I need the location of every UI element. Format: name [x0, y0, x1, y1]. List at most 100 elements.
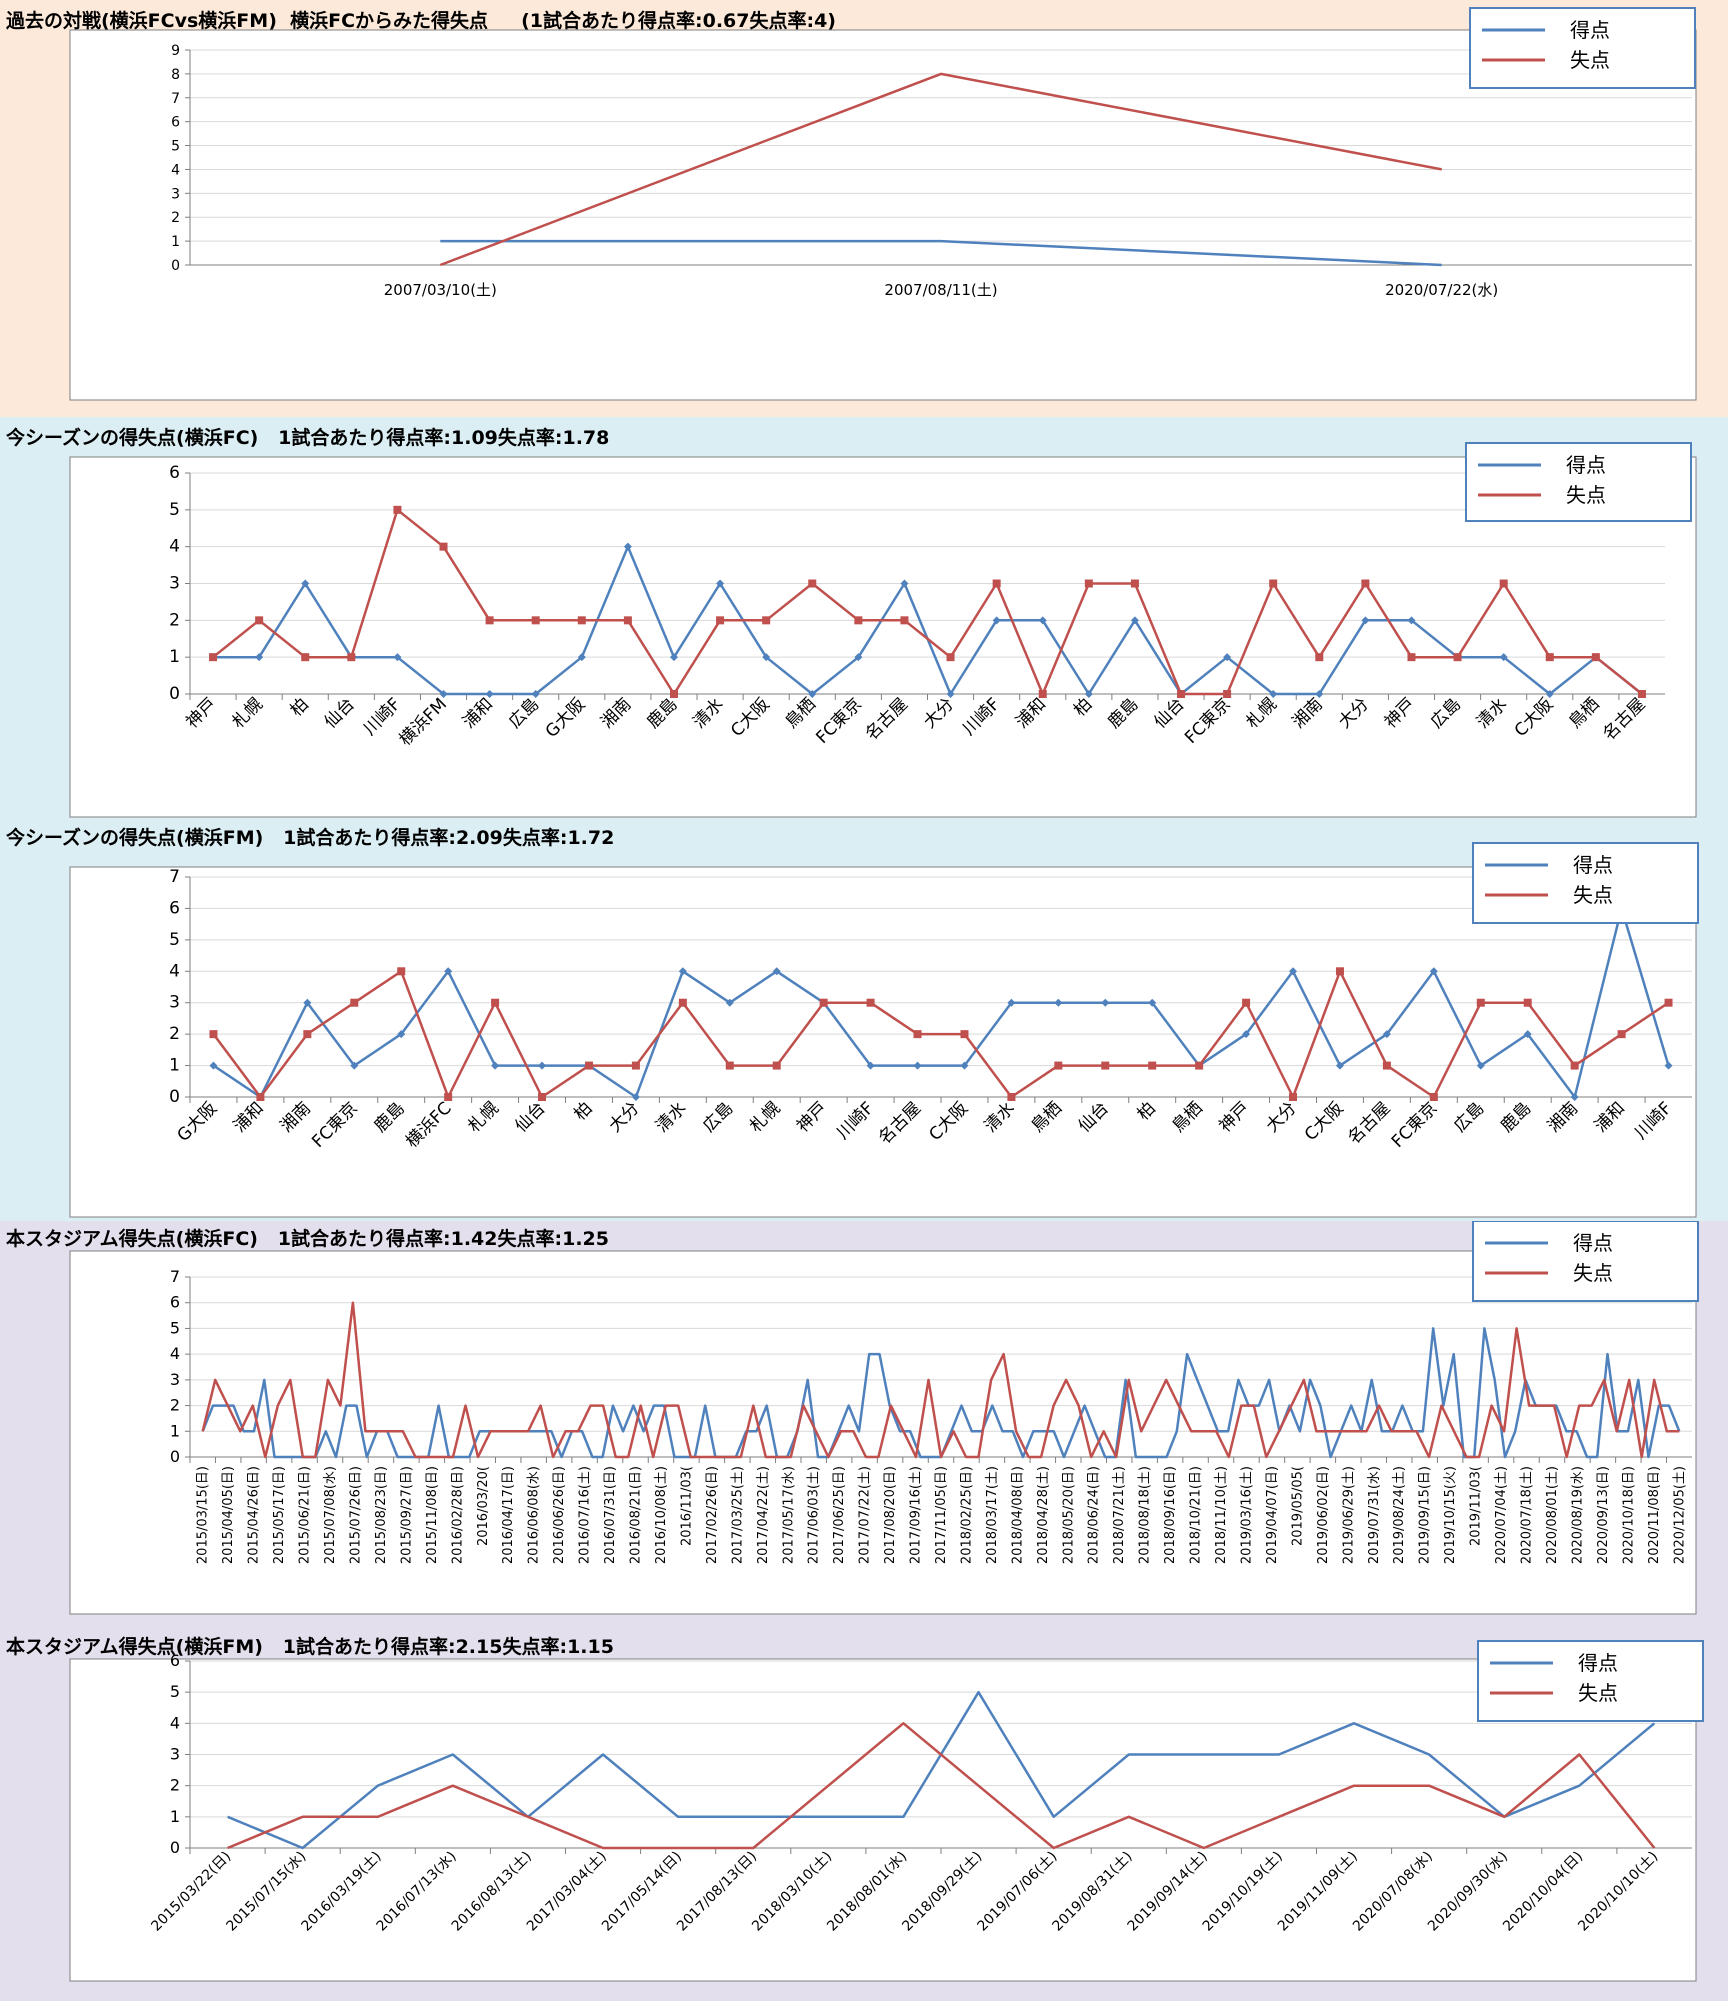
x-tick-label: 2018/04/28(土)	[1036, 1466, 1051, 1564]
data-point-conceded	[1453, 653, 1462, 662]
x-tick-label: 2015/11/08(日)	[425, 1466, 440, 1564]
x-tick-label: 2015/03/15(日)	[196, 1466, 211, 1564]
data-point-conceded	[1242, 998, 1251, 1007]
data-point-score	[1101, 998, 1110, 1007]
x-tick-label: 2019/07/31(水)	[1367, 1466, 1382, 1564]
data-point-score	[716, 579, 725, 588]
y-tick-label: 3	[169, 993, 180, 1013]
data-point-conceded	[900, 616, 909, 625]
y-tick-label: 5	[170, 1682, 180, 1701]
x-tick-label: 2020/07/04(土)	[1494, 1466, 1509, 1564]
data-point-score	[303, 998, 312, 1007]
data-point-conceded	[209, 653, 218, 662]
data-point-conceded	[577, 616, 586, 625]
y-tick-label: 4	[169, 537, 180, 557]
data-point-conceded	[347, 653, 356, 662]
data-point-score	[1523, 1030, 1532, 1039]
data-point-score	[913, 1061, 922, 1070]
data-point-conceded	[255, 616, 264, 625]
x-tick-label: 2018/11/10(土)	[1214, 1466, 1229, 1564]
data-point-conceded	[1335, 967, 1344, 976]
data-point-score	[725, 998, 734, 1007]
data-point-score	[531, 690, 540, 698]
y-tick-label: 7	[171, 91, 180, 107]
y-tick-label: 3	[170, 1745, 180, 1764]
x-tick-label: 2015/06/21(日)	[298, 1466, 313, 1564]
x-tick-label: 2007/08/11(土)	[884, 281, 997, 299]
chart-area	[69, 29, 1697, 401]
data-point-score	[1289, 967, 1298, 976]
x-tick-label: 2018/02/25(日)	[959, 1466, 974, 1564]
data-point-score	[538, 1061, 547, 1070]
y-tick-label: 0	[171, 258, 180, 274]
data-point-conceded	[1289, 1093, 1298, 1101]
data-point-score	[669, 653, 678, 662]
legend-label: 得点	[1573, 1231, 1613, 1255]
chart-area	[69, 456, 1697, 818]
data-point-conceded	[1523, 998, 1532, 1007]
y-tick-label: 4	[170, 1344, 180, 1363]
x-tick-label: 2017/07/22(土)	[858, 1466, 873, 1564]
data-point-score	[1429, 967, 1438, 976]
data-point-conceded	[1007, 1093, 1016, 1101]
section-season-fc: 今シーズンの得失点(横浜FC) 1試合あたり得点率:1.09失点率:1.78 0…	[0, 417, 1728, 821]
section-season-fm: 今シーズンの得失点(横浜FM) 1試合あたり得点率:2.09失点率:1.72 0…	[0, 821, 1728, 1221]
data-point-conceded	[631, 1061, 640, 1070]
y-tick-label: 2	[169, 610, 180, 630]
data-point-score	[1223, 653, 1232, 662]
series-line-conceded	[212, 970, 1670, 1099]
x-tick-label: 2016/07/31(日)	[603, 1466, 618, 1564]
data-point-score	[772, 967, 781, 976]
data-point-conceded	[209, 1030, 218, 1039]
data-point-conceded	[992, 579, 1001, 588]
data-point-score	[1148, 998, 1157, 1007]
series-line-conceded	[201, 1301, 1680, 1459]
data-point-score	[960, 1061, 969, 1070]
y-tick-label: 8	[171, 67, 180, 83]
data-point-conceded	[538, 1093, 547, 1101]
data-point-conceded	[772, 1061, 781, 1070]
x-tick-label: 2017/08/20(日)	[883, 1466, 898, 1564]
data-point-score	[1130, 616, 1139, 625]
y-tick-label: 6	[169, 898, 180, 918]
y-tick-label: 5	[170, 1318, 180, 1337]
x-tick-label: 2020/10/18(日)	[1621, 1466, 1636, 1564]
y-tick-label: 3	[170, 1370, 180, 1389]
data-point-conceded	[1476, 998, 1485, 1007]
data-point-score	[900, 579, 909, 588]
y-tick-label: 4	[170, 1713, 180, 1732]
data-point-score	[485, 690, 494, 698]
data-point-score	[1545, 690, 1554, 698]
data-point-conceded	[444, 1093, 453, 1101]
x-tick-label: 2017/11/05(日)	[934, 1466, 949, 1564]
data-point-conceded	[1429, 1093, 1438, 1101]
x-tick-label: 2017/03/25(土)	[730, 1466, 745, 1564]
data-point-conceded	[439, 542, 448, 551]
data-point-score	[1407, 616, 1416, 625]
y-tick-label: 6	[171, 115, 180, 131]
data-point-conceded	[1130, 579, 1139, 588]
x-tick-label: 2019/03/16(土)	[1239, 1466, 1254, 1564]
x-tick-label: 2020/07/18(土)	[1520, 1466, 1535, 1564]
data-point-conceded	[762, 616, 771, 625]
y-tick-label: 4	[169, 961, 180, 981]
x-tick-label: 2016/10/08(土)	[654, 1466, 669, 1564]
data-point-conceded	[716, 616, 725, 625]
data-point-score	[255, 653, 264, 662]
y-tick-label: 6	[169, 463, 180, 483]
data-point-score	[393, 653, 402, 662]
legend	[1465, 442, 1692, 522]
data-point-conceded	[256, 1093, 265, 1101]
x-tick-label: 2017/05/17(水)	[781, 1466, 796, 1564]
x-tick-label: 2020/09/13(日)	[1596, 1466, 1611, 1564]
legend	[1469, 7, 1696, 89]
data-point-conceded	[1664, 998, 1673, 1007]
x-tick-label: 2019/11/03(	[1469, 1466, 1484, 1546]
x-tick-label: 2016/11/03(	[679, 1466, 694, 1546]
x-tick-label: 2016/07/16(土)	[578, 1466, 593, 1564]
x-tick-label: 2007/03/10(土)	[384, 281, 497, 299]
x-tick-label: 2015/07/08(水)	[323, 1466, 338, 1564]
series-line-score	[440, 239, 1442, 267]
x-tick-label: 2016/08/21(日)	[629, 1466, 644, 1564]
data-point-conceded	[669, 690, 678, 698]
